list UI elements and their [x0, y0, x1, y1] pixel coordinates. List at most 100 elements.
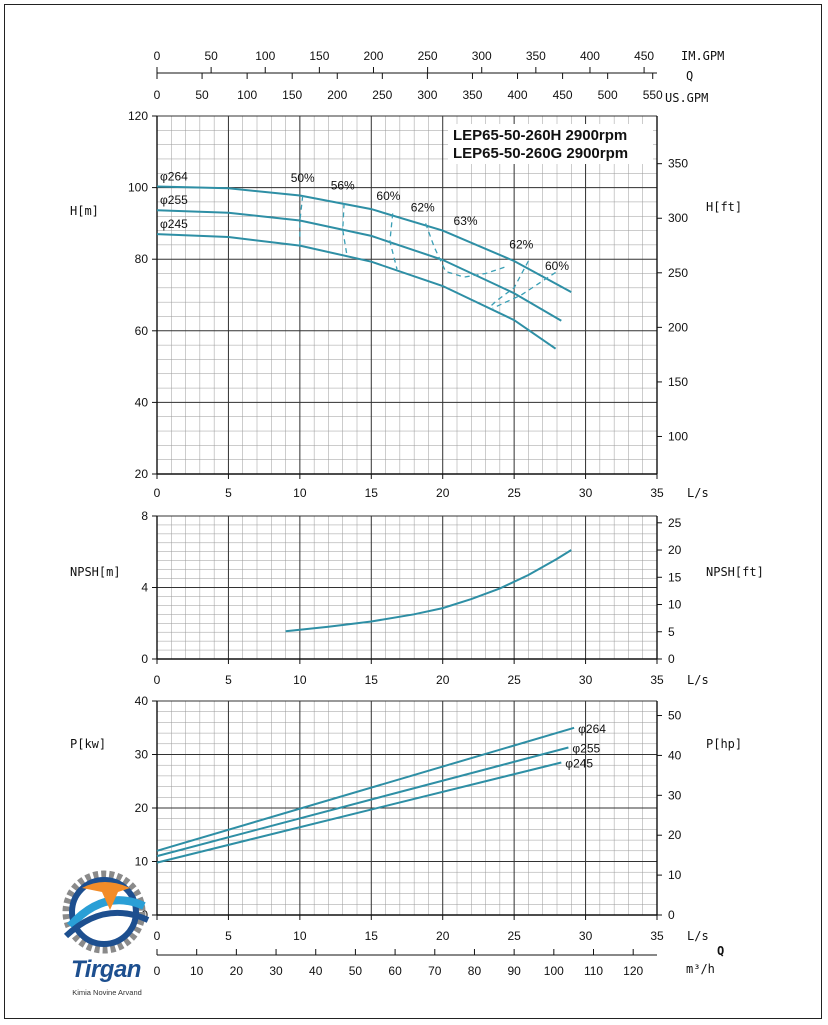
y-axis-right-label: H[ft]: [706, 200, 742, 214]
y-right-tick-label: 350: [668, 157, 688, 171]
us-gpm-tick-label: 450: [553, 88, 573, 102]
impeller-label: φ255: [572, 742, 600, 756]
m3h-tick-label: 0: [154, 964, 161, 978]
im-gpm-tick-label: 50: [204, 49, 218, 63]
y-tick-label: 100: [128, 181, 148, 195]
us-gpm-tick-label: 400: [508, 88, 528, 102]
us-gpm-tick-label: 50: [195, 88, 209, 102]
efficiency-line: [492, 271, 556, 309]
y-axis-label: H[m]: [70, 204, 99, 218]
x-axis-label: L/s: [687, 673, 709, 687]
m3h-label: m³/h: [686, 962, 715, 976]
us-gpm-tick-label: 300: [417, 88, 437, 102]
x-tick-label: 25: [507, 929, 521, 943]
y-axis-right-label: P[hp]: [706, 737, 742, 751]
efficiency-label: 62%: [509, 237, 533, 251]
title-box: [448, 124, 653, 164]
series-line: [156, 209, 562, 322]
q-label: Q: [686, 69, 693, 83]
y-tick-label: 8: [141, 509, 148, 523]
y-right-tick-label: 150: [668, 375, 688, 389]
im-gpm-tick-label: 350: [526, 49, 546, 63]
x-tick-label: 0: [154, 486, 161, 500]
m3h-tick-label: 60: [388, 964, 402, 978]
x-tick-label: 30: [579, 486, 593, 500]
x-tick-label: 5: [225, 486, 232, 500]
y-axis-label: P[kw]: [70, 737, 106, 751]
efficiency-label: 50%: [291, 171, 315, 185]
impeller-label: φ245: [160, 217, 188, 231]
efficiency-line: [487, 260, 529, 309]
y-tick-label: 40: [135, 694, 149, 708]
y-right-tick-label: 50: [668, 709, 682, 723]
m3h-tick-label: 90: [507, 964, 521, 978]
series-line: [156, 726, 575, 852]
y-tick-label: 20: [135, 801, 149, 815]
im-gpm-tick-label: 0: [154, 49, 161, 63]
series-line: [156, 746, 569, 858]
efficiency-label: 63%: [454, 214, 478, 228]
im-gpm-tick-label: 300: [472, 49, 492, 63]
y-right-tick-label: 20: [668, 828, 682, 842]
efficiency-line: [389, 213, 398, 270]
y-tick-label: 40: [135, 395, 149, 409]
us-gpm-tick-label: 350: [462, 88, 482, 102]
x-tick-label: 5: [225, 929, 232, 943]
im-gpm-tick-label: 400: [580, 49, 600, 63]
efficiency-label: 60%: [545, 259, 569, 273]
im-gpm-tick-label: 150: [309, 49, 329, 63]
y-tick-label: 60: [135, 324, 149, 338]
x-tick-label: 0: [154, 673, 161, 687]
y-tick-label: 4: [141, 581, 148, 595]
y-right-tick-label: 30: [668, 788, 682, 802]
x-tick-label: 35: [650, 929, 664, 943]
y-right-tick-label: 250: [668, 266, 688, 280]
series-line: [156, 761, 562, 864]
chart-subtitle: LEP65-50-260G 2900rpm: [453, 145, 628, 162]
y-right-tick-label: 0: [668, 908, 675, 922]
chart-frame: [4, 4, 822, 1019]
x-tick-label: 15: [365, 673, 379, 687]
y-tick-label: 10: [135, 855, 149, 869]
y-tick-label: 30: [135, 748, 149, 762]
m3h-tick-label: 80: [468, 964, 482, 978]
series-line: [156, 185, 572, 293]
x-tick-label: 0: [154, 929, 161, 943]
efficiency-label: 62%: [411, 201, 435, 215]
us-gpm-tick-label: 550: [643, 88, 663, 102]
m3h-tick-label: 100: [544, 964, 564, 978]
us-gpm-tick-label: 250: [372, 88, 392, 102]
x-axis-label: L/s: [687, 929, 709, 943]
impeller-label: φ245: [565, 757, 593, 771]
us-gpm-tick-label: 150: [282, 88, 302, 102]
m3h-tick-label: 10: [190, 964, 204, 978]
y-right-tick-label: 20: [668, 543, 682, 557]
logo-emblem-icon: [62, 870, 150, 954]
series-line: [156, 233, 557, 350]
series-line: [285, 549, 572, 633]
q-bottom-label: Q: [717, 944, 724, 958]
x-tick-label: 20: [436, 929, 450, 943]
m3h-tick-label: 30: [269, 964, 283, 978]
x-tick-label: 5: [225, 673, 232, 687]
us-gpm-tick-label: 0: [154, 88, 161, 102]
y-right-tick-label: 0: [668, 652, 675, 666]
m3h-tick-label: 120: [623, 964, 643, 978]
y-tick-label: 120: [128, 109, 148, 123]
y-axis-right-label: NPSH[ft]: [706, 565, 764, 579]
m3h-tick-label: 20: [230, 964, 244, 978]
y-right-tick-label: 25: [668, 516, 682, 530]
x-tick-label: 35: [650, 673, 664, 687]
m3h-tick-label: 40: [309, 964, 323, 978]
y-right-tick-label: 300: [668, 211, 688, 225]
y-axis-label: NPSH[m]: [70, 565, 121, 579]
im-gpm-tick-label: 100: [255, 49, 275, 63]
x-tick-label: 30: [579, 673, 593, 687]
x-axis-label: L/s: [687, 486, 709, 500]
us-gpm-tick-label: 200: [327, 88, 347, 102]
impeller-label: φ264: [160, 170, 188, 184]
impeller-label: φ264: [578, 722, 606, 736]
chart-title: LEP65-50-260H 2900rpm: [453, 127, 627, 144]
y-tick-label: 20: [135, 467, 149, 481]
